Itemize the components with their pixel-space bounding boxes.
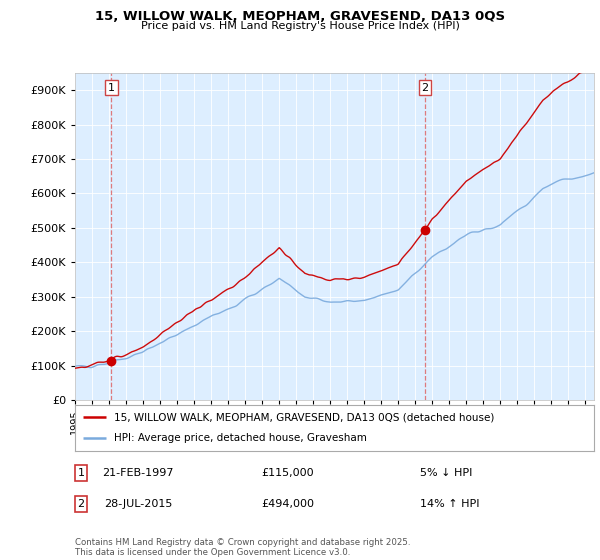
Text: 15, WILLOW WALK, MEOPHAM, GRAVESEND, DA13 0QS (detached house): 15, WILLOW WALK, MEOPHAM, GRAVESEND, DA1…	[114, 412, 494, 422]
Text: 1: 1	[77, 468, 85, 478]
Text: 1: 1	[108, 83, 115, 92]
Text: 28-JUL-2015: 28-JUL-2015	[104, 499, 172, 509]
Text: Contains HM Land Registry data © Crown copyright and database right 2025.
This d: Contains HM Land Registry data © Crown c…	[75, 538, 410, 557]
Text: 2: 2	[421, 83, 428, 92]
Text: HPI: Average price, detached house, Gravesham: HPI: Average price, detached house, Grav…	[114, 433, 367, 444]
Text: 21-FEB-1997: 21-FEB-1997	[102, 468, 174, 478]
Text: 14% ↑ HPI: 14% ↑ HPI	[420, 499, 479, 509]
Text: £115,000: £115,000	[262, 468, 314, 478]
Text: £494,000: £494,000	[262, 499, 314, 509]
Text: 15, WILLOW WALK, MEOPHAM, GRAVESEND, DA13 0QS: 15, WILLOW WALK, MEOPHAM, GRAVESEND, DA1…	[95, 10, 505, 22]
Text: 5% ↓ HPI: 5% ↓ HPI	[420, 468, 472, 478]
Text: 2: 2	[77, 499, 85, 509]
Text: Price paid vs. HM Land Registry's House Price Index (HPI): Price paid vs. HM Land Registry's House …	[140, 21, 460, 31]
